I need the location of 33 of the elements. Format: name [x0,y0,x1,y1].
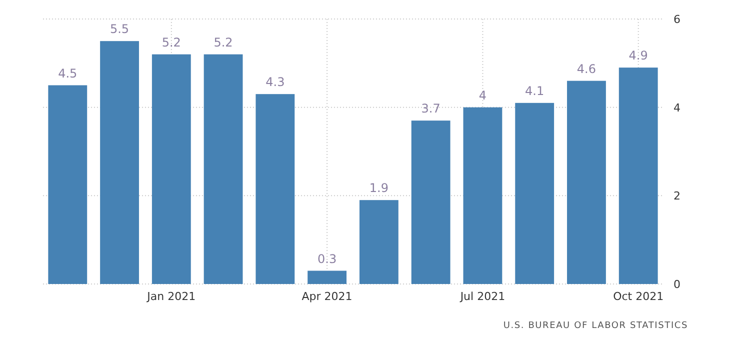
bar [152,54,191,284]
bar [256,94,295,284]
text: U.S. BUREAU OF LABOR STATISTICS [503,321,688,331]
data-label: 4 [478,88,487,102]
bar [204,54,243,284]
x-tick-label: Jul 2021 [459,290,506,303]
bar [567,80,606,284]
bar [515,102,554,284]
bar [411,120,450,284]
y-tick-label: 0 [674,278,680,291]
x-tick-label: Jan 2021 [146,290,196,303]
y-tick-label: 6 [674,13,680,26]
x-tick-label: Apr 2021 [302,290,352,303]
data-label: 0.3 [318,252,337,266]
y-tick-label: 2 [674,190,680,203]
bar [618,68,658,284]
data-label: 4.5 [58,66,78,80]
bar [308,270,347,284]
data-label: 4.3 [266,75,285,90]
data-label: 4.6 [576,62,596,76]
data-label: 5.2 [214,35,233,50]
data-label: 4.9 [628,48,648,63]
data-label: 3.7 [421,102,440,116]
data-label: 5.5 [110,22,130,36]
bar [359,200,398,284]
bar [463,107,502,284]
x-tick-label: Oct 2021 [613,290,664,303]
bar [100,41,139,284]
data-label: 1.9 [369,181,388,196]
bar [48,85,88,284]
data-label: 5.2 [162,35,181,50]
y-tick-label: 4 [674,101,680,114]
data-label: 4.1 [525,84,544,98]
